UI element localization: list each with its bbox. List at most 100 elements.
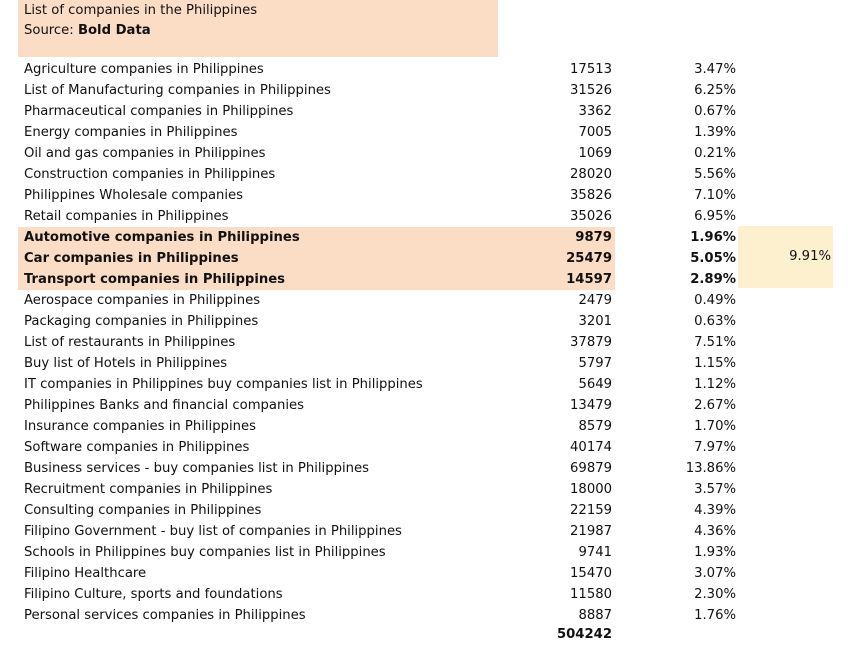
table-row: Packaging companies in Philippines 3201 0.… [18, 311, 858, 332]
row-company-count: 3362 [578, 104, 612, 119]
row-category-name: Energy companies in Philippines [24, 125, 238, 140]
row-company-count: 31526 [570, 83, 612, 98]
row-percentage: 5.56% [694, 167, 736, 182]
table-row: Recruitment companies in Philippines 1800… [18, 479, 858, 500]
row-highlight [18, 227, 615, 248]
row-company-count: 35826 [570, 188, 612, 203]
row-percentage: 13.86% [685, 461, 736, 476]
table-row: IT companies in Philippines buy companie… [18, 374, 858, 395]
row-company-count: 8579 [578, 419, 612, 434]
table-row: List of restaurants in Philippines 37879 7… [18, 332, 858, 353]
row-percentage: 0.21% [694, 146, 736, 161]
row-category-name: Insurance companies in Philippines [24, 419, 256, 434]
row-company-count: 13479 [570, 398, 612, 413]
table-row: Retail companies in Philippines 35026 6.95… [18, 206, 858, 227]
row-category-name: List of Manufacturing companies in Phili… [24, 83, 331, 98]
row-company-count: 25479 [566, 251, 612, 266]
header-box: List of companies in the Philippines Sou… [18, 0, 498, 57]
row-category-name: Automotive companies in Philippines [24, 230, 300, 245]
row-category-name: List of restaurants in Philippines [24, 335, 236, 350]
row-percentage: 1.96% [690, 230, 736, 245]
row-category-name: Schools in Philippines buy companies lis… [24, 545, 386, 560]
row-category-name: Construction companies in Philippines [24, 167, 276, 182]
row-company-count: 9741 [578, 545, 612, 560]
row-company-count: 7005 [578, 125, 612, 140]
row-highlight [18, 269, 615, 290]
table-row: Consulting companies in Philippines 22159… [18, 500, 858, 521]
row-company-count: 17513 [570, 62, 612, 77]
table-row: Energy companies in Philippines 7005 1.39% [18, 122, 858, 143]
row-category-name: Aerospace companies in Philippines [24, 293, 261, 308]
table-row: Schools in Philippines buy companies lis… [18, 542, 858, 563]
row-category-name: Agriculture companies in Philippines [24, 62, 264, 77]
table-row: Pharmaceutical companies in Philippines 3… [18, 101, 858, 122]
table-row: Buy list of Hotels in Philippines 5797 1.1… [18, 353, 858, 374]
table-row: Oil and gas companies in Philippines 1069… [18, 143, 858, 164]
row-company-count: 35026 [570, 209, 612, 224]
row-company-count: 1069 [578, 146, 612, 161]
table-row: Construction companies in Philippines 280… [18, 164, 858, 185]
row-percentage: 4.39% [694, 503, 736, 518]
row-category-name: Buy list of Hotels in Philippines [24, 356, 228, 371]
row-category-name: Software companies in Philippines [24, 440, 250, 455]
row-category-name: Business services - buy companies list i… [24, 461, 369, 476]
row-category-name: IT companies in Philippines buy companie… [24, 377, 423, 392]
source-line: Source: Bold Data [24, 23, 151, 38]
row-category-name: Personal services companies in Philippin… [24, 608, 306, 623]
row-percentage: 1.12% [694, 377, 736, 392]
row-company-count: 5797 [578, 356, 612, 371]
table-row: Insurance companies in Philippines 8579 1.… [18, 416, 858, 437]
row-percentage: 7.10% [694, 188, 736, 203]
row-company-count: 40174 [570, 440, 612, 455]
row-company-count: 2479 [578, 293, 612, 308]
table-row: List of Manufacturing companies in Phili… [18, 80, 858, 101]
table-row: Filipino Culture, sports and foundations… [18, 584, 858, 605]
table-row: Transport companies in Philippines 14597 2… [18, 269, 858, 290]
row-company-count: 11580 [570, 587, 612, 602]
row-category-name: Filipino Culture, sports and foundations [24, 587, 283, 602]
row-percentage: 1.93% [694, 545, 736, 560]
source-label: Source: [24, 23, 78, 38]
row-percentage: 2.89% [690, 272, 736, 287]
row-company-count: 37879 [570, 335, 612, 350]
row-category-name: Filipino Healthcare [24, 566, 147, 581]
row-company-count: 21987 [570, 524, 612, 539]
table-row: Aerospace companies in Philippines 2479 0.… [18, 290, 858, 311]
row-company-count: 18000 [570, 482, 612, 497]
row-percentage: 1.39% [694, 125, 736, 140]
row-percentage: 4.36% [694, 524, 736, 539]
company-table: Agriculture companies in Philippines 1751… [18, 59, 858, 626]
row-company-count: 22159 [570, 503, 612, 518]
row-category-name: Oil and gas companies in Philippines [24, 146, 266, 161]
row-category-name: Philippines Wholesale companies [24, 188, 244, 203]
row-percentage: 2.30% [694, 587, 736, 602]
row-company-count: 5649 [578, 377, 612, 392]
row-percentage: 6.95% [694, 209, 736, 224]
row-company-count: 9879 [575, 230, 612, 245]
row-percentage: 2.67% [694, 398, 736, 413]
row-percentage: 0.63% [694, 314, 736, 329]
table-row: Philippines Wholesale companies 35826 7.10… [18, 185, 858, 206]
row-company-count: 8887 [578, 608, 612, 623]
row-category-name: Philippines Banks and financial companie… [24, 398, 305, 413]
row-category-name: Car companies in Philippines [24, 251, 239, 266]
row-company-count: 15470 [570, 566, 612, 581]
row-percentage: 3.57% [694, 482, 736, 497]
table-row: Philippines Banks and financial companie… [18, 395, 858, 416]
row-percentage: 0.49% [694, 293, 736, 308]
row-category-name: Consulting companies in Philippines [24, 503, 262, 518]
row-percentage: 6.25% [694, 83, 736, 98]
row-percentage: 1.70% [694, 419, 736, 434]
row-company-count: 69879 [570, 461, 612, 476]
highlight-sum-box: 9.91% [738, 226, 833, 288]
row-company-count: 3201 [578, 314, 612, 329]
row-company-count: 14597 [566, 272, 612, 287]
table-row: Business services - buy companies list i… [18, 458, 858, 479]
table-row: Agriculture companies in Philippines 1751… [18, 59, 858, 80]
source-value: Bold Data [77, 23, 151, 38]
row-category-name: Filipino Government - buy list of compan… [24, 524, 402, 539]
total-count: 504242 [556, 627, 612, 642]
row-percentage: 1.15% [694, 356, 736, 371]
row-percentage: 1.76% [694, 608, 736, 623]
row-percentage: 3.47% [694, 62, 736, 77]
